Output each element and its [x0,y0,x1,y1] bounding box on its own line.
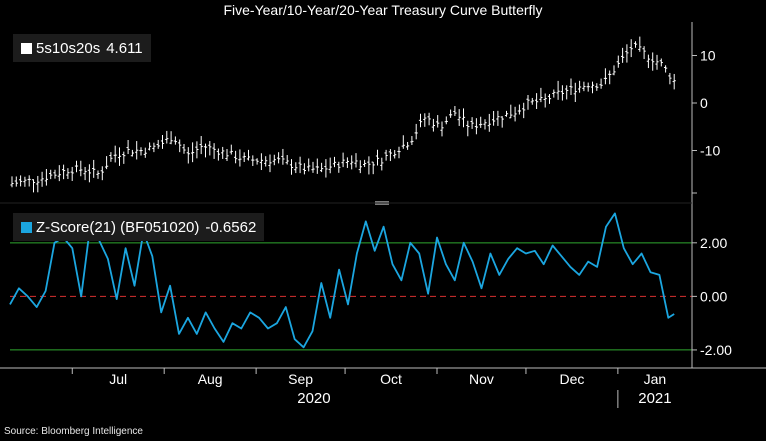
y-tick-label: -2.00 [700,342,732,358]
axes: 10 0 -10 2.00 0.00 -2.00 Jul Aug Sep Oct Nov Dec Jan… [0,22,766,408]
x-month-label: Dec [559,371,584,387]
lower-panel-zscore [9,212,692,351]
legend-5s10s20s: 5s10s20s 4.611 [13,34,151,62]
legend-swatch-white [21,43,32,54]
source-note: Source: Bloomberg Intelligence [4,426,143,437]
y-tick-label: 10 [700,48,716,64]
y-tick-label: 2.00 [700,235,727,251]
legend-swatch-blue [21,222,32,233]
legend-zscore: Z-Score(21) (BF051020) -0.6562 [13,213,265,241]
x-month-label: Oct [380,371,402,387]
chart-title: Five-Year/10-Year/20-Year Treasury Curve… [223,2,543,18]
y-tick-label: 0.00 [700,288,727,304]
legend-series-value: -0.6562 [205,219,257,236]
legend-series-name: 5s10s20s [36,40,101,57]
legend-series-name: Z-Score(21) (BF051020) [36,219,200,236]
upper-panel-ohlc [10,36,676,193]
y-tick-label: 0 [700,95,708,111]
x-month-label: Aug [198,371,223,387]
legend-series-value: 4.611 [106,40,143,57]
x-month-label: Jul [109,371,127,387]
x-month-label: Sep [288,371,313,387]
x-year-label: 2021 [638,390,671,407]
zscore-series-line [9,212,675,349]
x-year-label: 2020 [297,390,330,407]
y-tick-label: -10 [700,143,720,159]
x-month-label: Jan [644,371,667,387]
x-month-label: Nov [469,371,494,387]
